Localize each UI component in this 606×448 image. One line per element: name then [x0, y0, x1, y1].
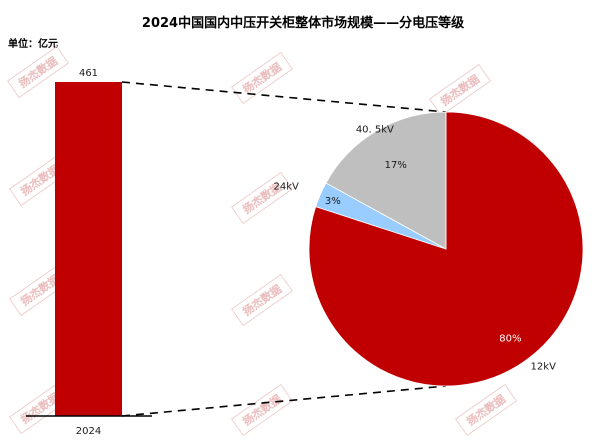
svg-text:扬杰数据: 扬杰数据 [240, 392, 284, 429]
chart-title: 2024中国国内中压开关柜整体市场规模——分电压等级 [141, 16, 465, 31]
pie-category-label: 24kV [274, 181, 300, 192]
pie-percent-label: 3% [325, 196, 341, 207]
unit-label: 单位：亿元 [8, 39, 58, 50]
x-tick-label-2024: 2024 [76, 426, 101, 437]
watermark: 扬杰数据 [429, 64, 491, 116]
pie-series [308, 111, 584, 387]
watermark: 扬杰数据 [231, 52, 293, 104]
pie-slice-40-5kv [325, 111, 447, 250]
svg-text:扬杰数据: 扬杰数据 [16, 54, 60, 91]
bar-2024 [55, 82, 122, 416]
svg-text:扬杰数据: 扬杰数据 [240, 282, 284, 319]
pie-percent-label: 80% [499, 334, 521, 345]
bar-series [26, 82, 152, 417]
watermark: 扬杰数据 [231, 172, 293, 224]
data-labels: 461 2024 80% 3% 17% 12kV 24kV 40. 5kV [76, 68, 556, 437]
bar-value-label: 461 [79, 68, 98, 79]
svg-text:扬杰数据: 扬杰数据 [240, 60, 284, 97]
watermark: 扬杰数据 [455, 384, 517, 436]
svg-text:扬杰数据: 扬杰数据 [438, 72, 482, 109]
watermark: 扬杰数据 [231, 384, 293, 436]
svg-text:扬杰数据: 扬杰数据 [464, 392, 508, 429]
watermark: 扬杰数据 [231, 274, 293, 326]
connector-line-bottom [121, 385, 447, 417]
connector-lines [121, 81, 447, 417]
pie-category-label: 40. 5kV [356, 125, 394, 136]
connector-line-top [121, 81, 447, 113]
pie-category-label: 12kV [531, 361, 557, 372]
pie-percent-label: 17% [385, 160, 407, 171]
